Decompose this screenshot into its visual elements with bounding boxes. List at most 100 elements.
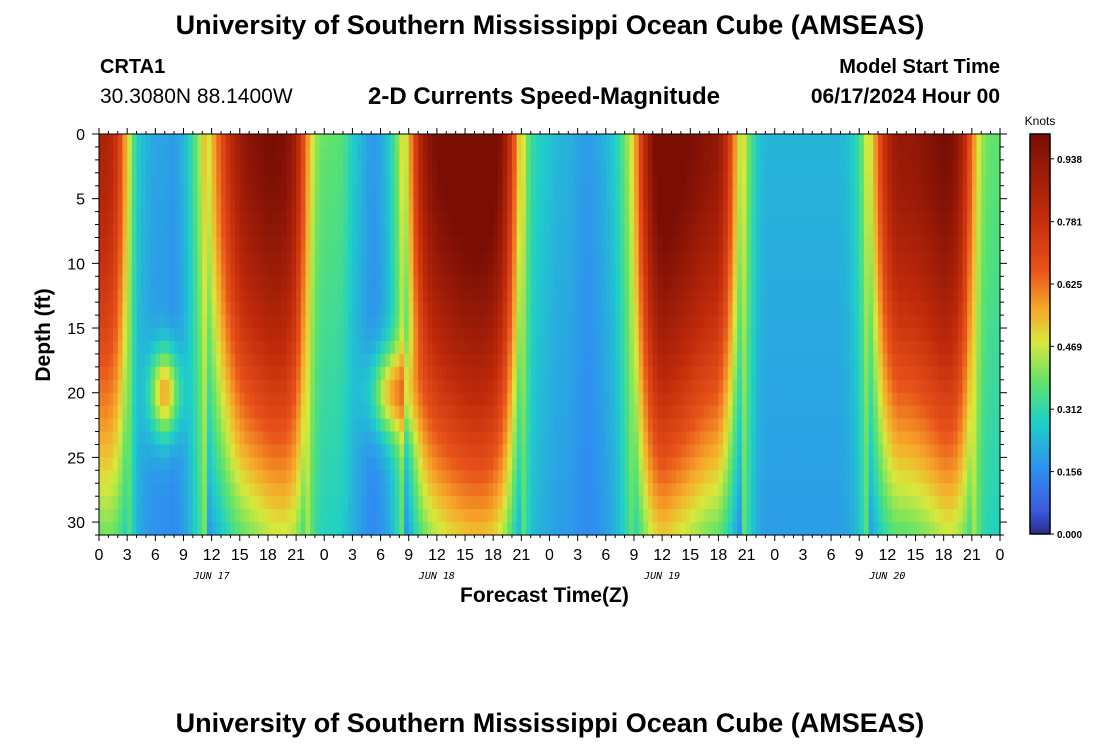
heatmap-cell: [887, 224, 893, 239]
heatmap-cell: [418, 237, 424, 252]
heatmap-cell: [713, 146, 720, 161]
heatmap-cell: [216, 418, 222, 433]
heatmap-cell: [465, 146, 471, 161]
heatmap-cell: [699, 328, 705, 342]
heatmap-cell: [333, 302, 339, 316]
heatmap-cell: [723, 418, 729, 433]
heatmap-cell: [971, 134, 978, 148]
heatmap-cell: [385, 302, 391, 316]
heatmap-cell: [938, 289, 945, 303]
heatmap-cell: [408, 366, 415, 381]
heatmap-cell: [877, 379, 884, 394]
heatmap-cell: [258, 224, 264, 239]
heatmap-cell: [657, 431, 663, 446]
heatmap-cell: [990, 276, 996, 290]
heatmap-cell: [404, 198, 410, 213]
heatmap-cell: [699, 276, 705, 290]
heatmap-cell: [99, 405, 105, 420]
heatmap-cell: [221, 276, 227, 290]
heatmap-cell: [784, 289, 790, 303]
heatmap-cell: [554, 276, 560, 290]
heatmap-cell: [244, 276, 250, 290]
heatmap-cell: [319, 405, 325, 420]
heatmap-cell: [117, 198, 124, 213]
heatmap-cell: [741, 405, 748, 420]
heatmap-cell: [784, 134, 790, 148]
heatmap-cell: [784, 366, 790, 381]
heatmap-cell: [699, 366, 705, 381]
heatmap-cell: [615, 250, 621, 264]
heatmap-cell: [657, 134, 663, 148]
heatmap-cell: [343, 379, 349, 394]
heatmap-cell: [272, 328, 278, 342]
heatmap-cell: [887, 457, 893, 471]
heatmap-cell: [239, 457, 246, 471]
heatmap-cell: [479, 392, 485, 407]
heatmap-cell: [831, 172, 837, 187]
heatmap-cell: [136, 328, 142, 342]
heatmap-cell: [737, 302, 743, 316]
heatmap-cell: [577, 431, 583, 446]
heatmap-cell: [352, 289, 358, 303]
heatmap-cell: [206, 263, 213, 277]
heatmap-cell: [267, 431, 274, 446]
heatmap-cell: [709, 366, 715, 381]
heatmap-cell: [816, 211, 823, 226]
heatmap-cell: [291, 444, 297, 458]
heatmap-cell: [103, 340, 109, 355]
heatmap-cell: [357, 444, 363, 458]
heatmap-cell: [835, 444, 842, 458]
heatmap-cell: [948, 198, 954, 213]
heatmap-cell: [610, 340, 616, 355]
heatmap-cell: [361, 328, 368, 342]
heatmap-cell: [202, 146, 208, 161]
heatmap-cell: [802, 198, 809, 213]
heatmap-cell: [816, 457, 823, 471]
heatmap-cell: [300, 250, 307, 264]
heatmap-cell: [549, 302, 555, 316]
heatmap-cell: [145, 315, 152, 329]
heatmap-cell: [122, 328, 128, 342]
heatmap-cell: [249, 457, 255, 471]
heatmap-cell: [924, 392, 931, 407]
heatmap-cell: [160, 211, 166, 226]
heatmap-cell: [319, 134, 325, 148]
heatmap-cell: [948, 302, 954, 316]
heatmap-cell: [582, 237, 588, 252]
heatmap-cell: [816, 302, 823, 316]
heatmap-cell: [648, 328, 654, 342]
heatmap-cell: [723, 276, 729, 290]
heatmap-cell: [469, 224, 476, 239]
heatmap-cell: [493, 392, 499, 407]
heatmap-cell: [934, 237, 940, 252]
heatmap-cell: [981, 185, 987, 200]
heatmap-cell: [746, 444, 752, 458]
heatmap-cell: [441, 328, 447, 342]
heatmap-cell: [605, 302, 612, 316]
heatmap-cell: [202, 302, 208, 316]
heatmap-cell: [507, 289, 513, 303]
heatmap-cell: [460, 405, 466, 420]
heatmap-cell: [291, 431, 297, 446]
heatmap-cell: [863, 457, 870, 471]
heatmap-cell: [892, 146, 898, 161]
heatmap-cell: [136, 276, 142, 290]
heatmap-cell: [831, 302, 837, 316]
heatmap-cell: [694, 315, 701, 329]
heatmap-cell: [460, 250, 466, 264]
heatmap-cell: [985, 315, 992, 329]
heatmap-cell: [840, 315, 846, 329]
heatmap-cell: [314, 172, 321, 187]
heatmap-cell: [760, 250, 766, 264]
heatmap-cell: [812, 444, 818, 458]
heatmap-cell: [324, 457, 330, 471]
heatmap-cell: [591, 315, 598, 329]
heatmap-cell: [924, 379, 931, 394]
heatmap-cell: [887, 172, 893, 187]
heatmap-cell: [249, 289, 255, 303]
heatmap-cell: [239, 185, 246, 200]
heatmap-cell: [103, 146, 109, 161]
heatmap-cell: [831, 444, 837, 458]
heatmap-cell: [535, 276, 541, 290]
heatmap-cell: [324, 224, 330, 239]
